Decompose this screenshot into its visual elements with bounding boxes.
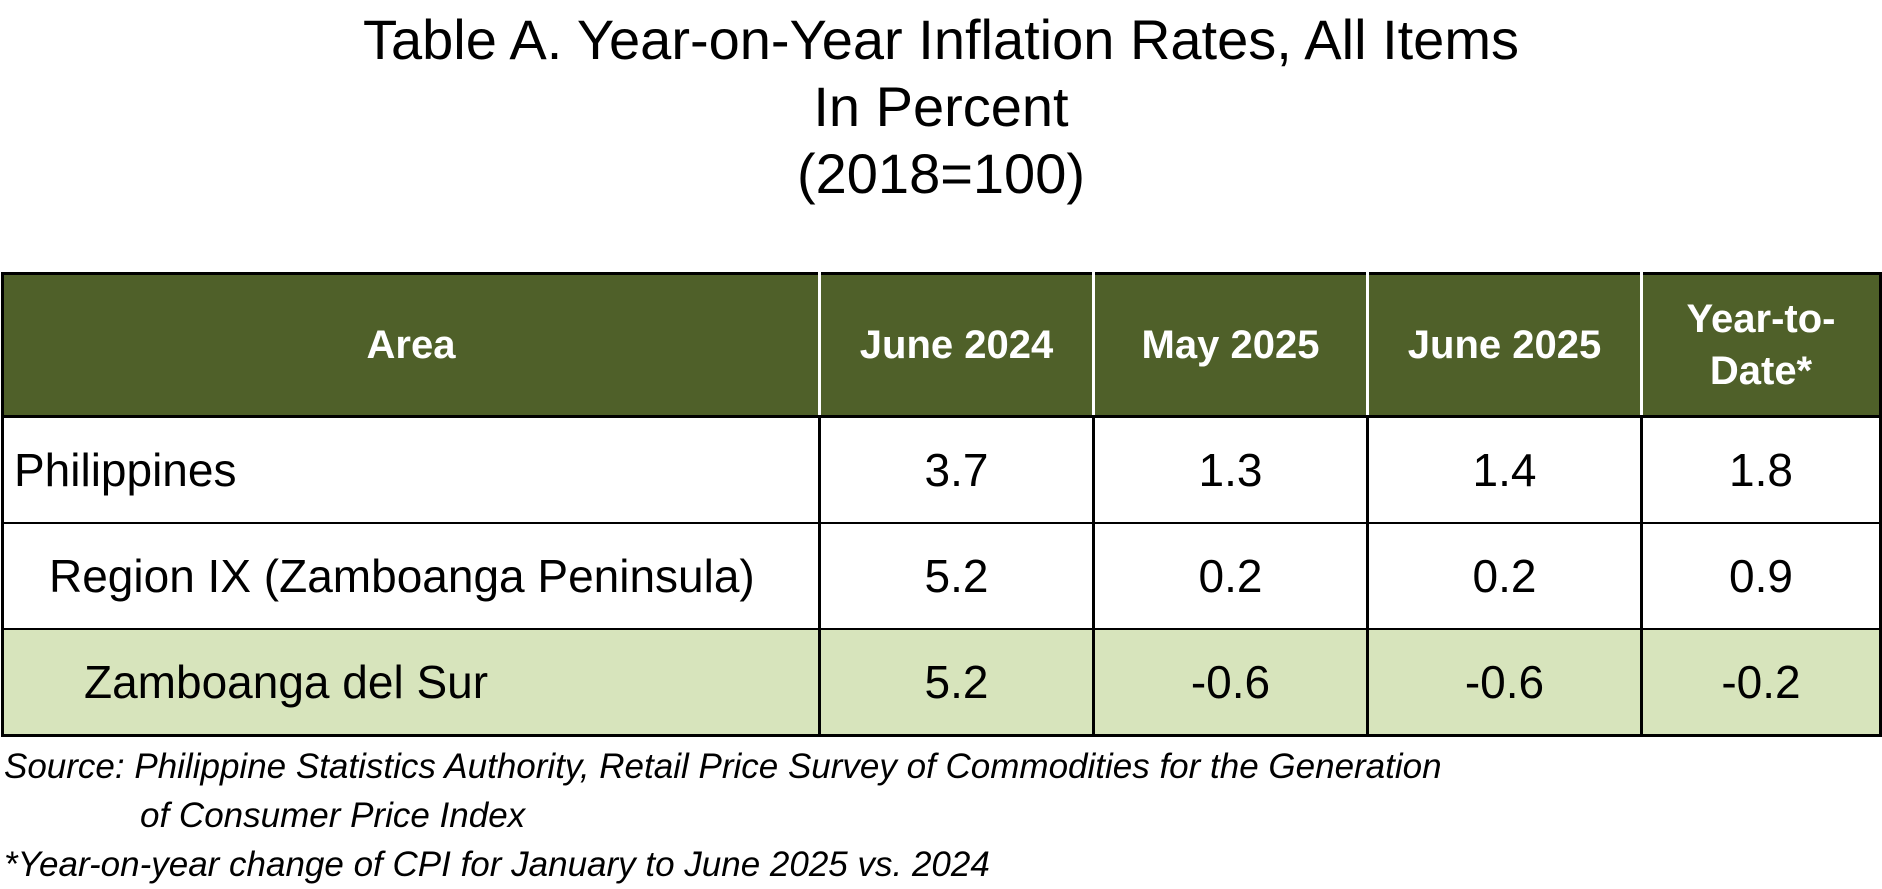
cell-june-2024: 3.7 — [818, 415, 1094, 523]
ytd-footnote: *Year-on-year change of CPI for January … — [4, 845, 990, 884]
cell-june-2024: 5.2 — [818, 628, 1094, 736]
cell-year-to-date: 0.9 — [1640, 522, 1881, 629]
header-area: Area — [2, 273, 820, 418]
cell-june-2024: 5.2 — [818, 522, 1094, 629]
cell-area: Philippines — [2, 415, 820, 523]
inflation-table: Area June 2024 May 2025 June 2025 Year-t… — [1, 272, 1882, 737]
cell-area: Region IX (Zamboanga Peninsula) — [2, 522, 820, 629]
header-ytd-line2: Date* — [1709, 349, 1813, 393]
cell-may-2025: 0.2 — [1092, 522, 1368, 629]
table-header-row: Area June 2024 May 2025 June 2025 Year-t… — [2, 273, 1881, 418]
cell-june-2025: 0.2 — [1366, 522, 1642, 629]
table-footnotes: Source: Philippine Statistics Authority,… — [4, 742, 1604, 889]
header-june-2025: June 2025 — [1366, 273, 1642, 418]
table-title: Table A. Year-on-Year Inflation Rates, A… — [0, 6, 1882, 207]
header-ytd-line1: Year-to- — [1686, 297, 1836, 341]
source-note-line2: of Consumer Price Index — [140, 796, 526, 835]
table-row-philippines: Philippines 3.7 1.3 1.4 1.8 — [2, 415, 1881, 523]
cell-june-2025: -0.6 — [1366, 628, 1642, 736]
title-line-base-year: (2018=100) — [796, 142, 1085, 205]
header-june-2024: June 2024 — [818, 273, 1094, 418]
cell-area: Zamboanga del Sur — [2, 628, 820, 736]
cell-may-2025: 1.3 — [1092, 415, 1368, 523]
cell-year-to-date: -0.2 — [1640, 628, 1881, 736]
cell-year-to-date: 1.8 — [1640, 415, 1881, 523]
title-line-main: Table A. Year-on-Year Inflation Rates, A… — [363, 8, 1519, 71]
cell-june-2025: 1.4 — [1366, 415, 1642, 523]
header-year-to-date: Year-to- Date* — [1640, 273, 1881, 418]
title-line-unit: In Percent — [813, 75, 1069, 138]
header-may-2025: May 2025 — [1092, 273, 1368, 418]
source-note-line1: Source: Philippine Statistics Authority,… — [4, 747, 1442, 786]
table-row-region-ix: Region IX (Zamboanga Peninsula) 5.2 0.2 … — [2, 522, 1881, 629]
cell-may-2025: -0.6 — [1092, 628, 1368, 736]
table-row-zamboanga-del-sur: Zamboanga del Sur 5.2 -0.6 -0.6 -0.2 — [2, 628, 1881, 736]
